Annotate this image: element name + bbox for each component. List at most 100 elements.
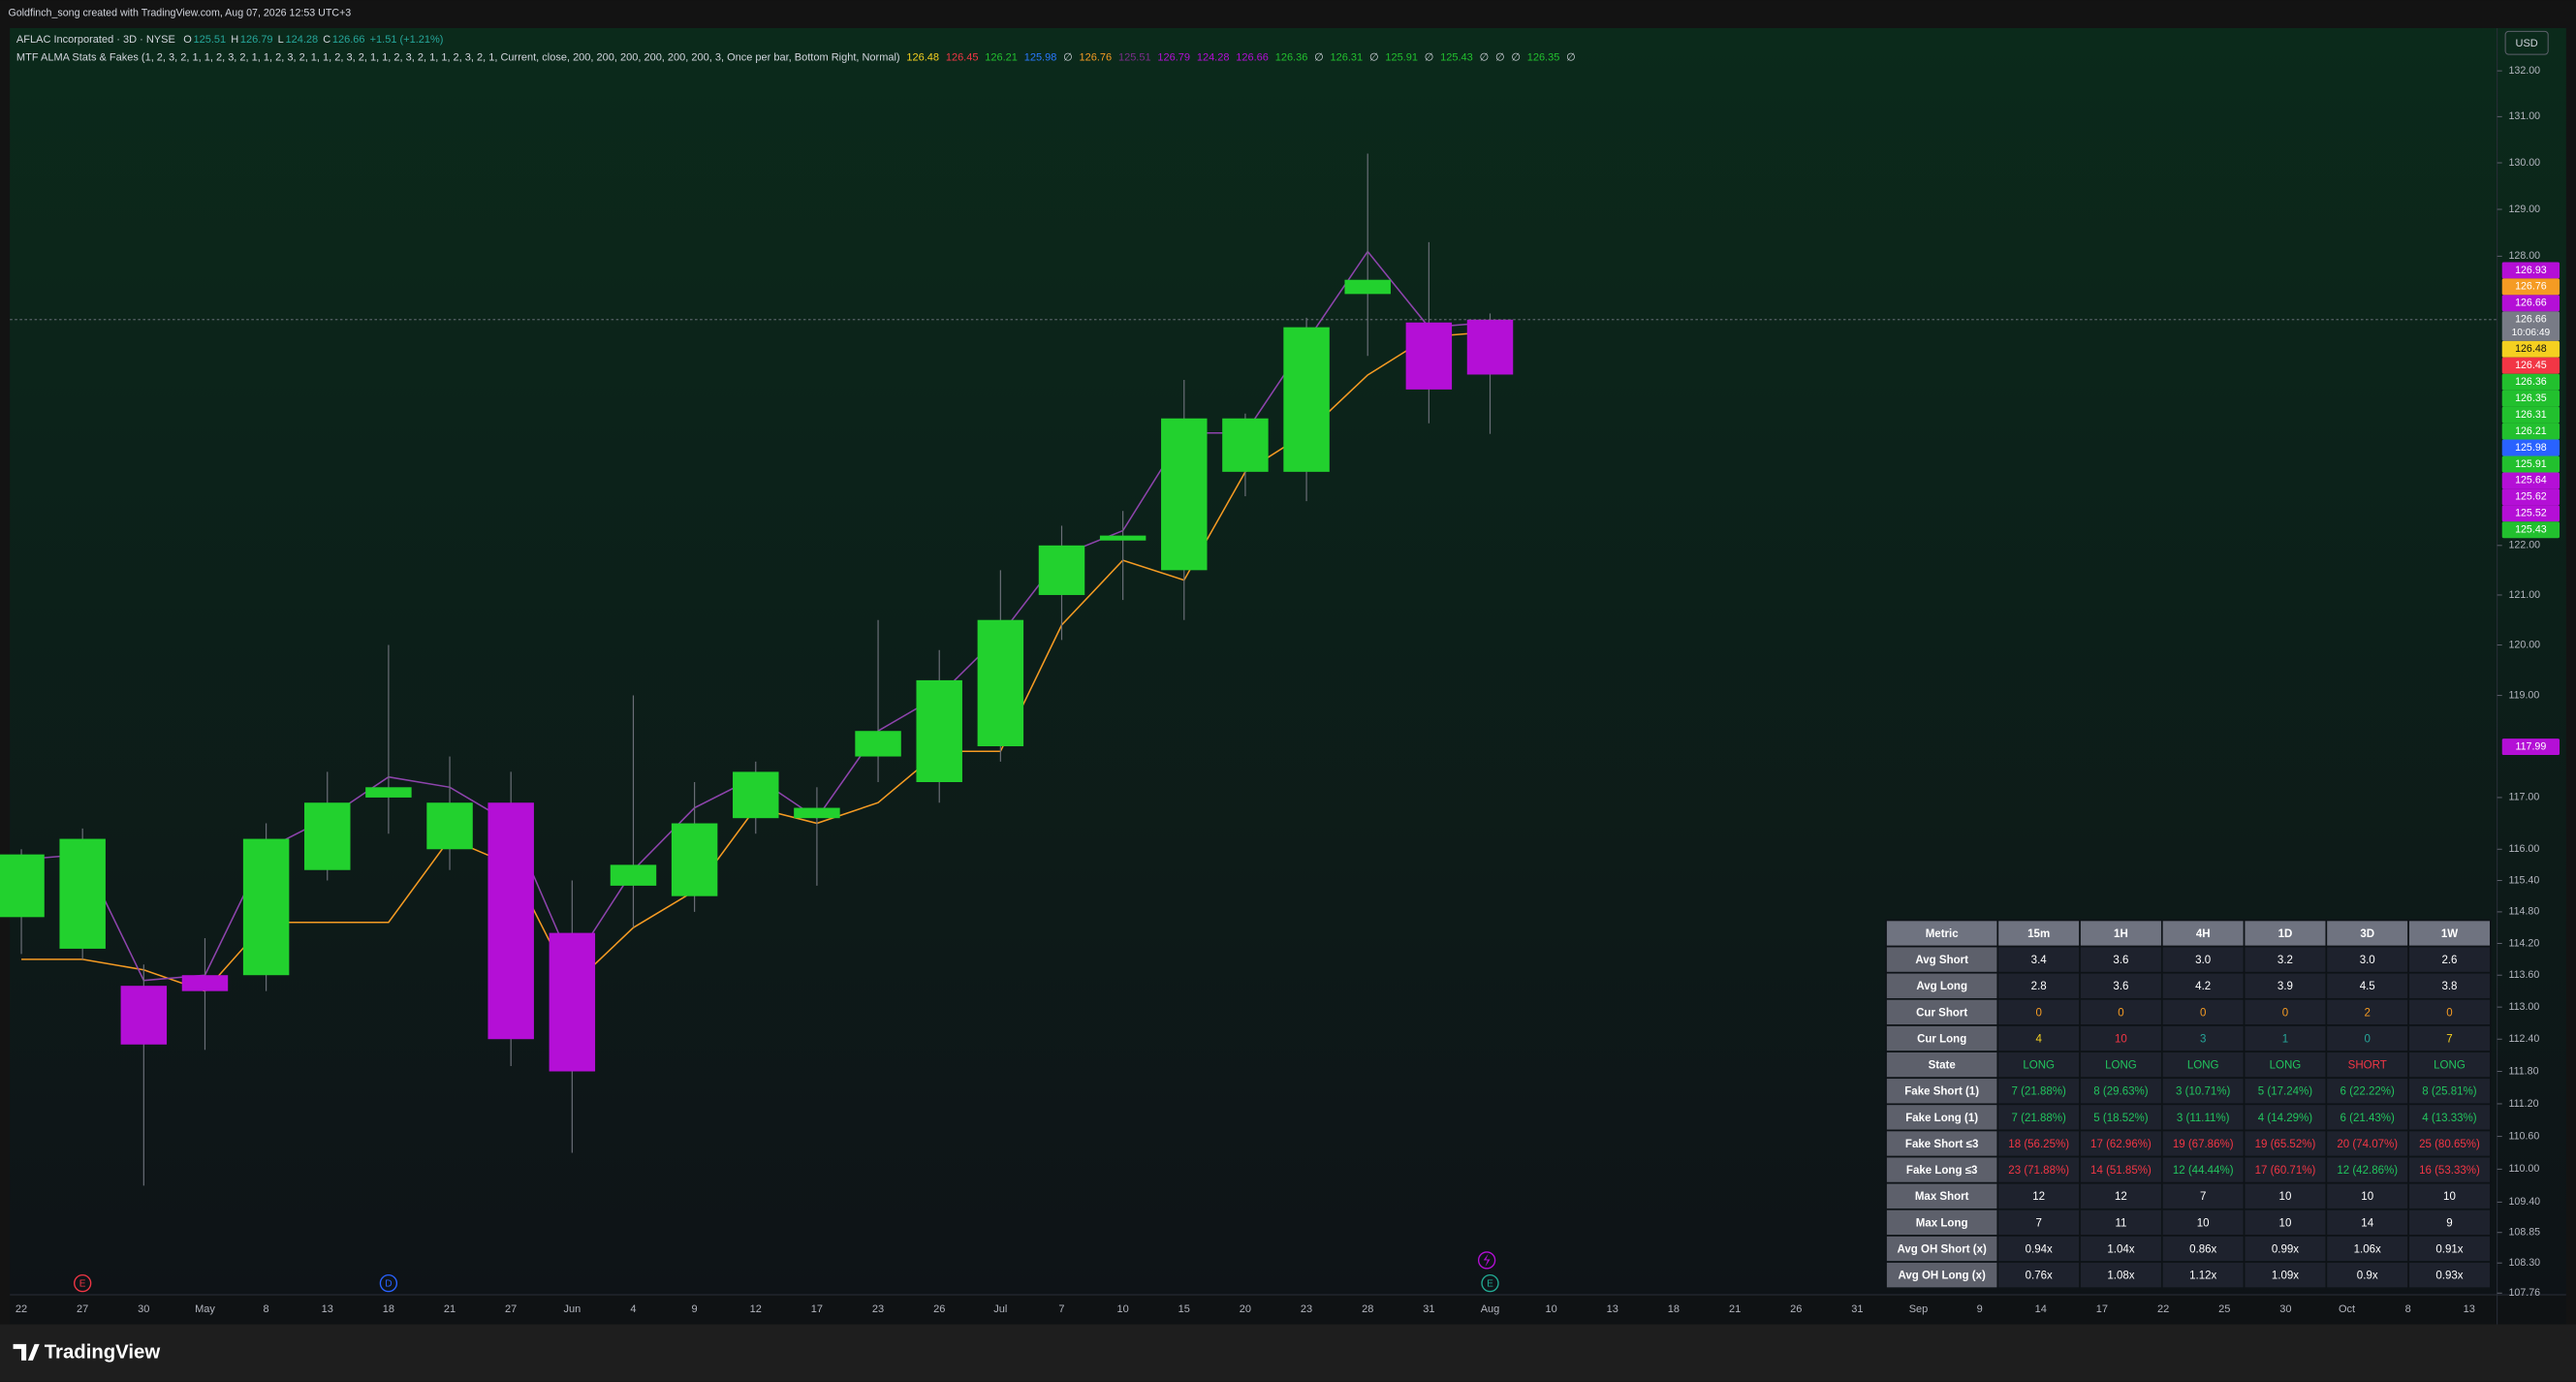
y-tick-label: 132.00 bbox=[2508, 65, 2540, 77]
price-label-box bbox=[2501, 390, 2560, 407]
indicator-empty: ∅ bbox=[1511, 51, 1521, 63]
table-text: 10 bbox=[2361, 1191, 2373, 1203]
candle-body bbox=[304, 802, 351, 870]
price-label-box bbox=[2501, 488, 2560, 506]
table-text: Metric bbox=[1926, 928, 1960, 940]
price-label: 126.76 bbox=[2515, 281, 2547, 293]
indicator-value: 125.43 bbox=[1440, 51, 1473, 63]
alert-icon[interactable] bbox=[1477, 1251, 1496, 1270]
price-label: 125.52 bbox=[2515, 508, 2547, 519]
table-cell bbox=[2243, 1261, 2328, 1290]
table-cell bbox=[2079, 1208, 2163, 1237]
y-tick-label: 112.40 bbox=[2508, 1033, 2539, 1045]
table-text: 17 (62.96%) bbox=[2090, 1139, 2152, 1150]
table-cell bbox=[2325, 997, 2409, 1026]
indicator-value: 126.66 bbox=[1236, 51, 1269, 63]
candle-body bbox=[977, 619, 1024, 747]
x-tick-label: 13 bbox=[322, 1303, 333, 1315]
x-tick-label: 21 bbox=[444, 1303, 456, 1315]
table-text: 2.6 bbox=[2441, 955, 2457, 966]
table-text: 4.2 bbox=[2195, 981, 2211, 992]
table-text: 23 (71.88%) bbox=[2008, 1165, 2069, 1177]
table-text: 1.09x bbox=[2272, 1271, 2299, 1282]
table-cell bbox=[2243, 997, 2328, 1026]
x-tick-label: 9 bbox=[692, 1303, 698, 1315]
indicator-empty: ∅ bbox=[1063, 51, 1073, 63]
table-text: 11 bbox=[2115, 1217, 2126, 1229]
x-tick-label: 8 bbox=[264, 1303, 269, 1315]
table-text: 3.0 bbox=[2360, 955, 2375, 966]
brand-icon bbox=[13, 1343, 40, 1361]
table-cell bbox=[2079, 1181, 2163, 1210]
table-text: 6 (21.43%) bbox=[2340, 1113, 2395, 1124]
y-tick-label: 115.40 bbox=[2508, 874, 2539, 886]
table-cell bbox=[2325, 1103, 2409, 1132]
table-text: 9 bbox=[2446, 1217, 2452, 1229]
table-cell bbox=[1996, 1235, 2081, 1263]
table-text: Fake Long ≤3 bbox=[1906, 1165, 1978, 1177]
candle-body bbox=[549, 932, 596, 1072]
candle-body bbox=[1466, 319, 1514, 375]
table-text: 1H bbox=[2114, 928, 2128, 940]
brand-name: TradingView bbox=[45, 1342, 161, 1364]
price-label-box bbox=[2501, 521, 2560, 539]
table-text: 4.5 bbox=[2360, 981, 2375, 992]
table-text: 7 bbox=[2200, 1191, 2206, 1203]
candle-body bbox=[59, 838, 106, 949]
table-text: 1.12x bbox=[2189, 1271, 2216, 1282]
currency-box[interactable] bbox=[2504, 30, 2549, 55]
table-text: 7 (21.88%) bbox=[2012, 1113, 2066, 1124]
table-text: 1.06x bbox=[2354, 1243, 2381, 1255]
indicator-value: 126.79 bbox=[1157, 51, 1190, 63]
y-tick-label: 114.80 bbox=[2508, 906, 2539, 918]
x-tick-label: 21 bbox=[1729, 1303, 1741, 1315]
event-marker[interactable] bbox=[74, 1273, 92, 1293]
table-text: Fake Short ≤3 bbox=[1905, 1139, 1978, 1150]
x-tick-label: 9 bbox=[1977, 1303, 1983, 1315]
event-label: D bbox=[385, 1279, 392, 1290]
table-text: LONG bbox=[2434, 1060, 2466, 1072]
candle-body bbox=[671, 823, 718, 896]
table-text: LONG bbox=[2105, 1060, 2137, 1072]
event-marker[interactable] bbox=[1481, 1273, 1499, 1293]
table-cell bbox=[2325, 1155, 2409, 1184]
event-label: E bbox=[79, 1279, 86, 1290]
x-tick-label: 26 bbox=[1790, 1303, 1802, 1315]
table-text: 1W bbox=[2441, 928, 2458, 940]
y-tick-label: 121.00 bbox=[2508, 589, 2540, 601]
table-text: 10 bbox=[2197, 1217, 2210, 1229]
currency-label[interactable]: USD bbox=[2516, 38, 2538, 49]
candle-body bbox=[487, 802, 534, 1040]
x-tick-label: 22 bbox=[16, 1303, 27, 1315]
table-text: LONG bbox=[2187, 1060, 2219, 1072]
table-cell bbox=[2243, 945, 2328, 974]
table-cell bbox=[2407, 1155, 2492, 1184]
table-text: 1 bbox=[2282, 1033, 2288, 1045]
table-cell bbox=[2243, 1208, 2328, 1237]
candle-body bbox=[242, 838, 290, 976]
y-tick-label: 114.20 bbox=[2508, 937, 2539, 949]
y-tick-label: 122.00 bbox=[2508, 540, 2540, 551]
price-label-box bbox=[2501, 311, 2560, 341]
table-cell bbox=[1885, 1103, 1999, 1132]
price-label: 125.64 bbox=[2515, 475, 2547, 487]
table-cell bbox=[1885, 1024, 1999, 1052]
table-cell bbox=[2325, 1051, 2409, 1080]
table-text: 3 bbox=[2200, 1033, 2206, 1045]
table-text: 14 (51.85%) bbox=[2090, 1165, 2152, 1177]
event-marker[interactable] bbox=[379, 1273, 398, 1293]
table-text: 3 (10.71%) bbox=[2176, 1086, 2230, 1098]
price-label-box bbox=[2501, 278, 2560, 296]
indicator-value: 126.31 bbox=[1331, 51, 1364, 63]
table-text: 3.8 bbox=[2441, 981, 2457, 992]
footer-bar bbox=[0, 1324, 2576, 1382]
y-tick-label: 131.00 bbox=[2508, 110, 2540, 122]
x-tick-label: 31 bbox=[1423, 1303, 1434, 1315]
table-text: 3.9 bbox=[2278, 981, 2293, 992]
table-text: 4 bbox=[2035, 1033, 2042, 1045]
indicator-empty: ∅ bbox=[1495, 51, 1505, 63]
table-cell bbox=[2079, 1024, 2163, 1052]
y-tick-label: 117.00 bbox=[2508, 792, 2539, 803]
legend-ohlc-value: 126.79 bbox=[240, 34, 273, 46]
